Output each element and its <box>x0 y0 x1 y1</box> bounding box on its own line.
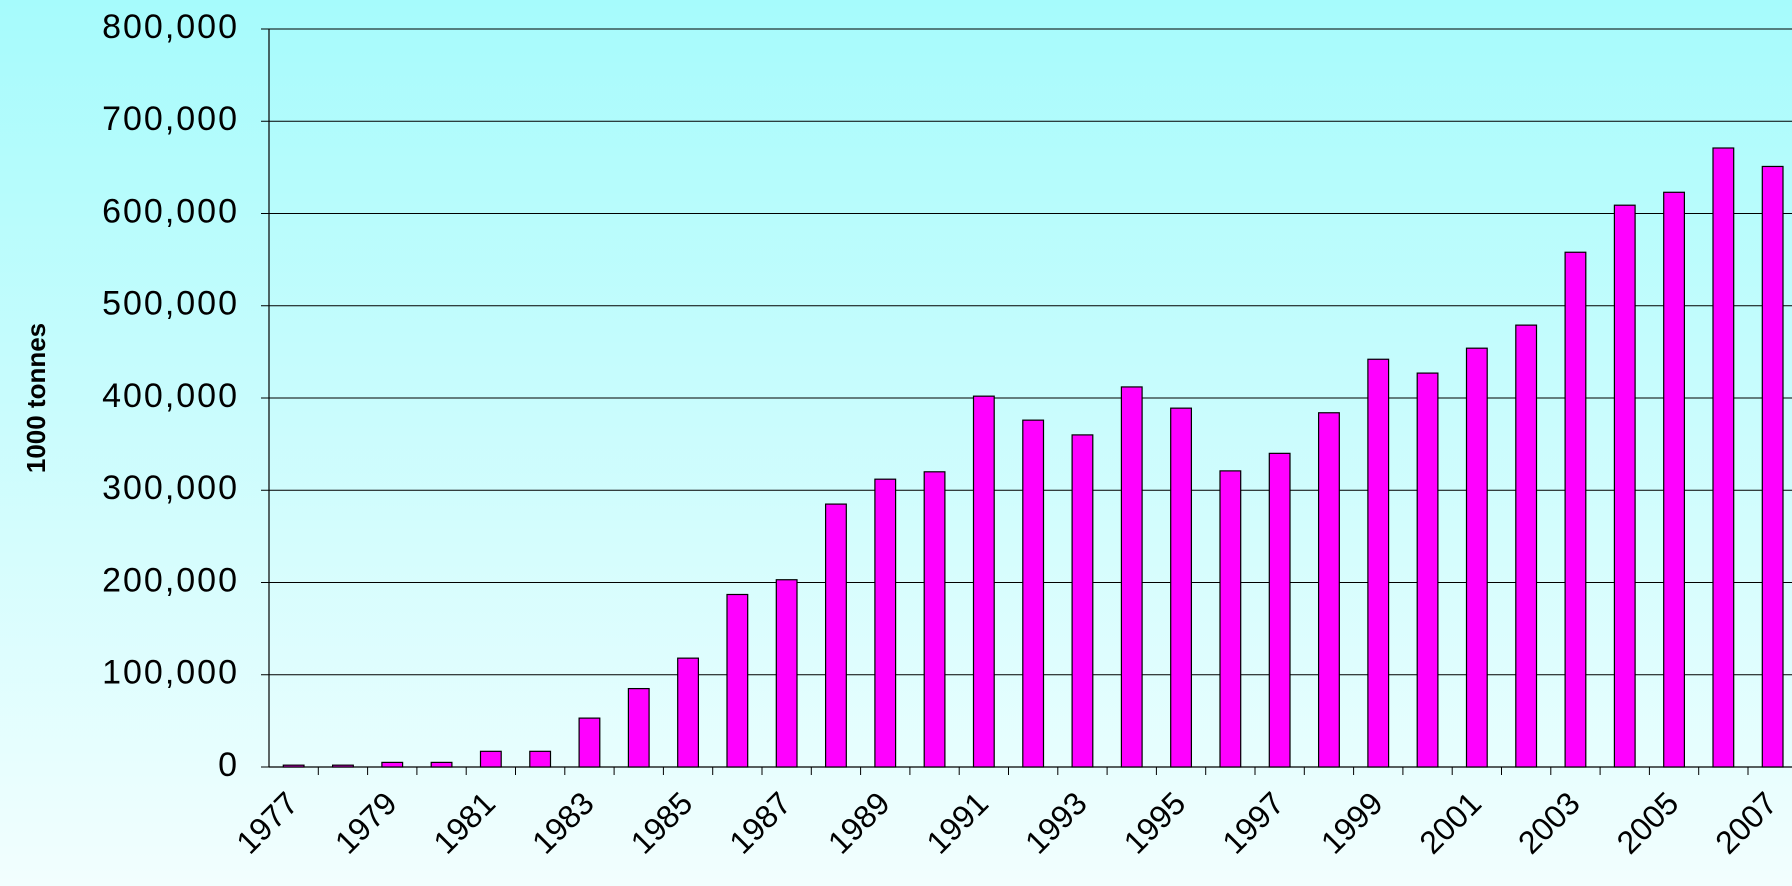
y-axis-label: 1000 tonnes <box>21 323 51 473</box>
plot-area: 0 100,000 200,000 300,000 400,000 500,000 600,… <box>102 8 1792 861</box>
bar <box>282 764 305 768</box>
bar <box>578 717 601 768</box>
bar <box>1465 347 1488 768</box>
bar <box>1022 419 1045 768</box>
y-tick-label: 600,000 <box>102 192 239 230</box>
y-tick-label: 500,000 <box>102 285 239 323</box>
bar <box>972 395 995 768</box>
y-tick-label: 300,000 <box>102 469 239 507</box>
y-tick-label: 400,000 <box>102 377 239 415</box>
bar <box>529 750 552 768</box>
bar <box>1416 372 1439 768</box>
bar <box>479 750 502 768</box>
bar <box>923 471 946 768</box>
bar <box>677 657 700 768</box>
bar <box>1120 386 1143 768</box>
bar <box>1367 358 1390 768</box>
y-tick-label: 700,000 <box>102 100 239 138</box>
bar <box>1515 324 1538 768</box>
bar <box>1613 204 1636 768</box>
bar <box>1268 452 1291 768</box>
bar <box>1170 407 1193 768</box>
bar <box>1564 251 1587 768</box>
bar <box>1663 191 1686 768</box>
bar <box>1071 434 1094 768</box>
bar <box>874 478 897 768</box>
bar <box>1317 412 1340 768</box>
y-tick-label: 200,000 <box>102 561 239 599</box>
bar <box>775 579 798 768</box>
bar <box>824 503 847 768</box>
bar <box>331 764 354 768</box>
y-tick-label: 800,000 <box>102 8 239 46</box>
bar <box>381 761 404 768</box>
bar <box>430 761 453 768</box>
bar <box>1712 147 1735 768</box>
bar <box>1219 470 1242 768</box>
y-tick-label: 100,000 <box>102 654 239 692</box>
bar <box>627 687 650 768</box>
bar <box>1761 165 1784 768</box>
bar <box>726 593 749 768</box>
y-tick-label: 0 <box>218 746 239 784</box>
